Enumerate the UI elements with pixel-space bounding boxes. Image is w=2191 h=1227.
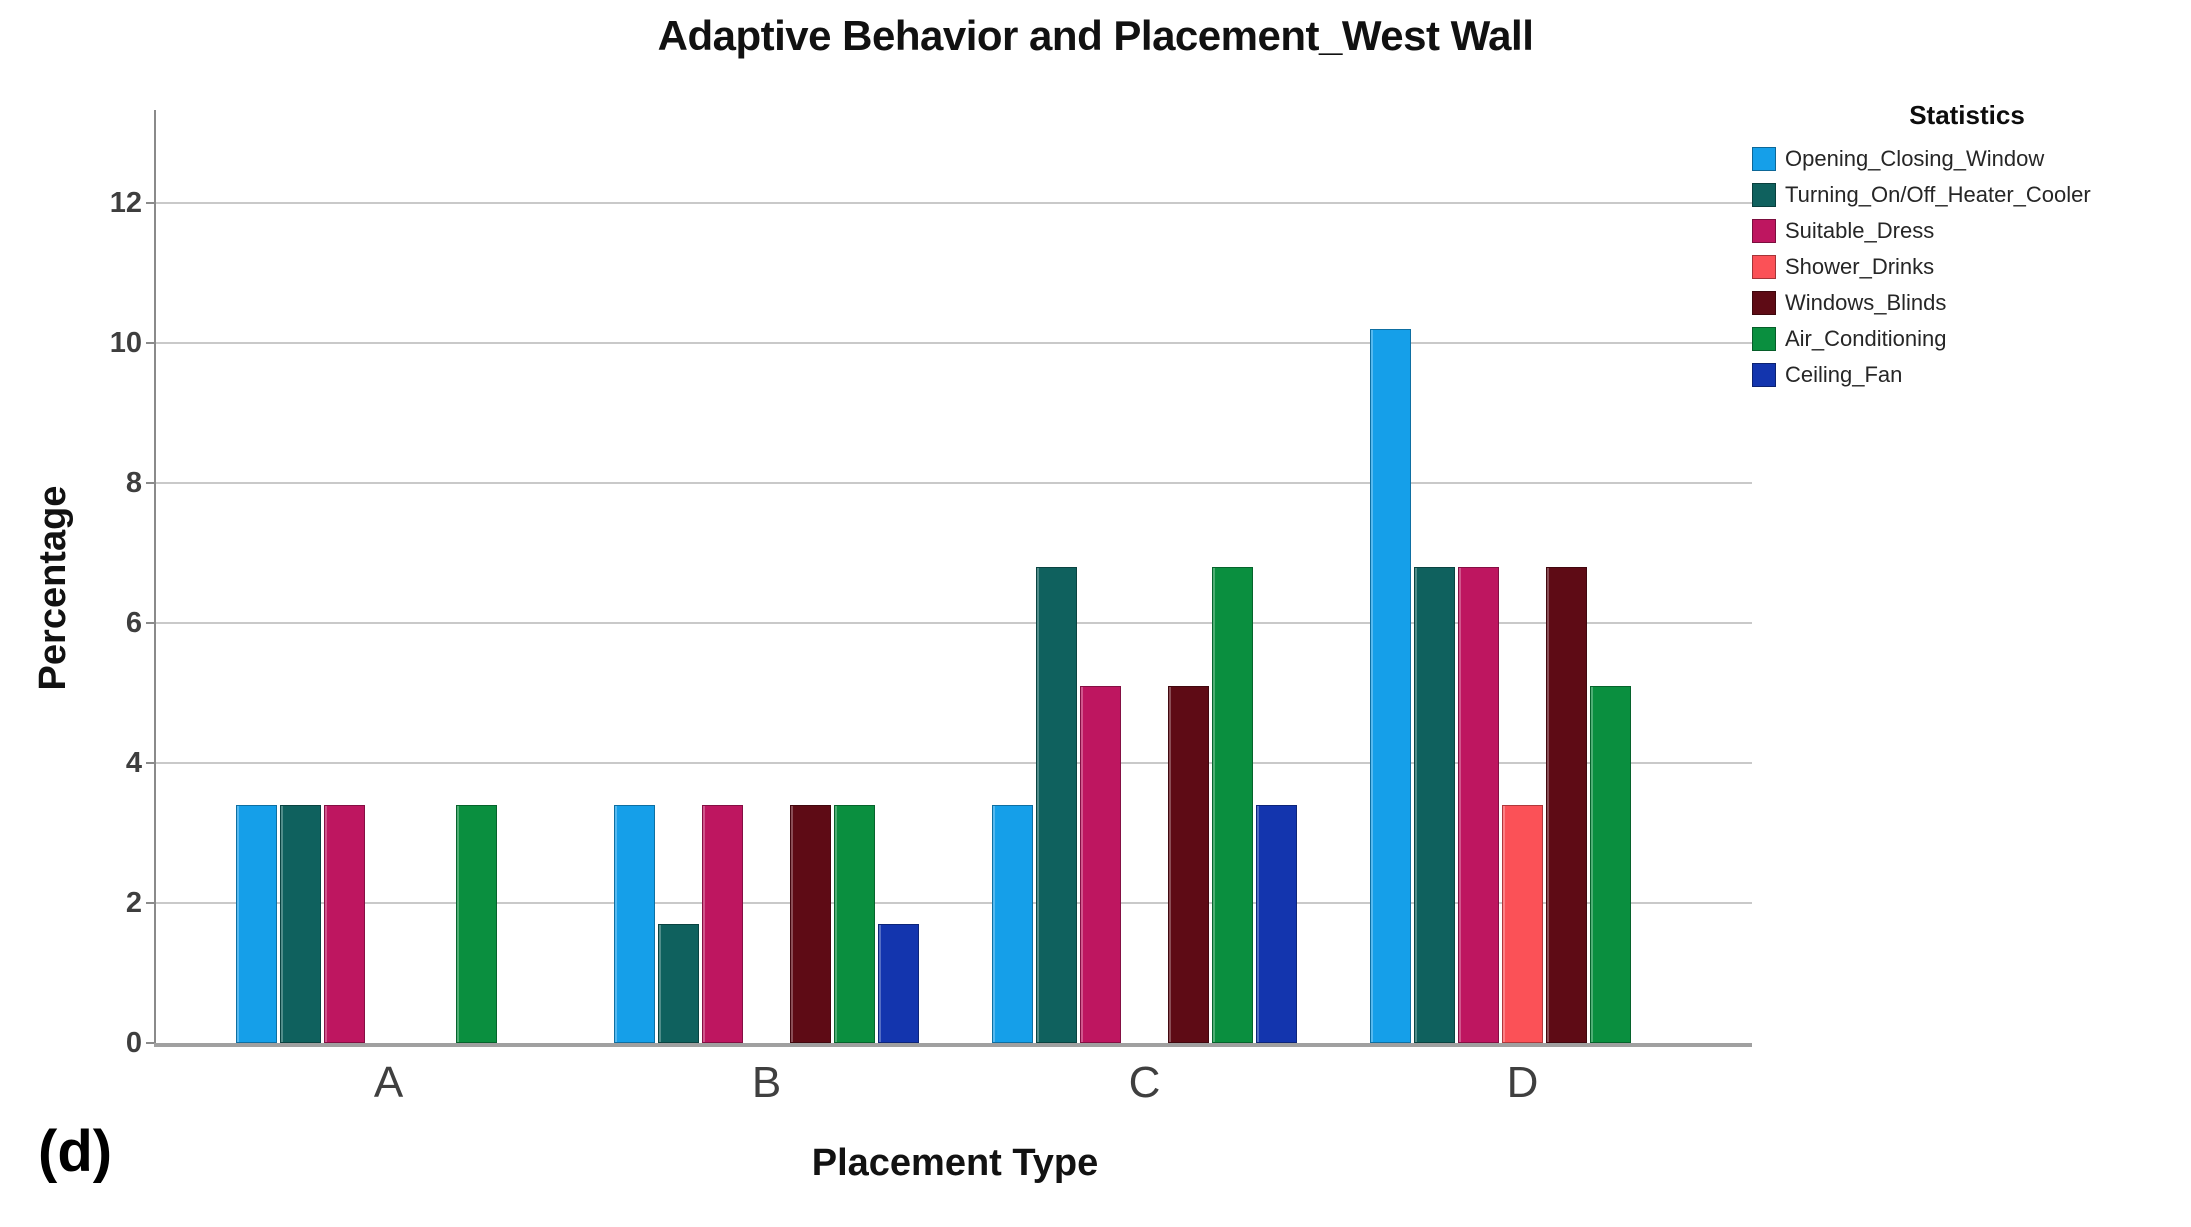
category-label: D (1506, 1058, 1539, 1107)
y-axis-line (154, 110, 156, 1047)
gridline (155, 342, 1752, 344)
y-tick-mark (146, 342, 155, 344)
bar-B-Air_Conditioning (834, 805, 875, 1043)
legend-item: Opening_Closing_Window (1752, 141, 2182, 177)
bar-A-Suitable_Dress (324, 805, 365, 1043)
category-label: B (751, 1058, 782, 1107)
legend-label: Air_Conditioning (1785, 326, 1947, 351)
category-label: C (1128, 1058, 1161, 1107)
bar-C-Opening_Closing_Window (992, 805, 1033, 1043)
gridline (155, 622, 1752, 624)
bar-C-Suitable_Dress (1080, 686, 1121, 1043)
y-tick-label: 2 (125, 887, 142, 919)
gridline (155, 482, 1752, 484)
gridline (155, 902, 1752, 904)
y-tick-mark (146, 762, 155, 764)
y-tick-label: 0 (125, 1027, 142, 1059)
legend-item: Shower_Drinks (1752, 249, 2182, 285)
legend-label: Windows_Blinds (1785, 290, 1947, 315)
category-label: A (373, 1058, 404, 1107)
legend-swatch-icon (1752, 183, 1776, 207)
bar-A-Turning_On/Off_Heater_Cooler (280, 805, 321, 1043)
bar-A-Opening_Closing_Window (236, 805, 277, 1043)
gridline (155, 202, 1752, 204)
bar-C-Windows_Blinds (1168, 686, 1209, 1043)
bar-B-Suitable_Dress (702, 805, 743, 1043)
y-tick-mark (146, 1042, 155, 1044)
bar-B-Turning_On/Off_Heater_Cooler (658, 924, 699, 1043)
gridline (155, 762, 1752, 764)
legend-label: Shower_Drinks (1785, 254, 1935, 279)
legend-item: Air_Conditioning (1752, 321, 2182, 357)
bar-D-Shower_Drinks (1502, 805, 1543, 1043)
bar-D-Suitable_Dress (1458, 567, 1499, 1043)
legend-label: Opening_Closing_Window (1785, 146, 2045, 171)
y-tick-mark (146, 622, 155, 624)
legend-item: Ceiling_Fan (1752, 357, 2182, 393)
x-axis-line (154, 1043, 1752, 1047)
chart-title: Adaptive Behavior and Placement_West Wal… (657, 12, 1534, 59)
legend-items: Opening_Closing_Window Turning_On/Off_Hea… (1752, 141, 2182, 393)
legend-swatch-icon (1752, 147, 1776, 171)
bar-B-Windows_Blinds (790, 805, 831, 1043)
x-axis-title: Placement Type (811, 1142, 1099, 1184)
y-tick-mark (146, 482, 155, 484)
bar-D-Opening_Closing_Window (1370, 329, 1411, 1043)
y-tick-label: 10 (109, 327, 142, 359)
legend-item: Turning_On/Off_Heater_Cooler (1752, 177, 2182, 213)
legend: Statistics Opening_Closing_Window Turning… (1752, 100, 2182, 393)
legend-swatch-icon (1752, 255, 1776, 279)
legend-label: Turning_On/Off_Heater_Cooler (1785, 182, 2091, 207)
y-tick-label: 8 (125, 467, 142, 499)
y-tick-label: 12 (109, 187, 142, 219)
legend-item: Suitable_Dress (1752, 213, 2182, 249)
legend-item: Windows_Blinds (1752, 285, 2182, 321)
y-tick-mark (146, 202, 155, 204)
panel-label: (d) (38, 1119, 113, 1184)
bar-B-Opening_Closing_Window (614, 805, 655, 1043)
y-tick-label: 6 (125, 607, 142, 639)
bar-C-Turning_On/Off_Heater_Cooler (1036, 567, 1077, 1043)
bar-A-Air_Conditioning (456, 805, 497, 1043)
legend-label: Ceiling_Fan (1785, 362, 1903, 387)
bar-C-Air_Conditioning (1212, 567, 1253, 1043)
bar-D-Air_Conditioning (1590, 686, 1631, 1043)
legend-swatch-icon (1752, 219, 1776, 243)
legend-swatch-icon (1752, 327, 1776, 351)
y-tick-label: 4 (125, 747, 142, 779)
bar-C-Ceiling_Fan (1256, 805, 1297, 1043)
y-tick-mark (146, 902, 155, 904)
bar-D-Turning_On/Off_Heater_Cooler (1414, 567, 1455, 1043)
legend-swatch-icon (1752, 363, 1776, 387)
bar-D-Windows_Blinds (1546, 567, 1587, 1043)
legend-title: Statistics (1909, 100, 2025, 130)
legend-swatch-icon (1752, 291, 1776, 315)
legend-label: Suitable_Dress (1785, 218, 1935, 243)
bar-B-Ceiling_Fan (878, 924, 919, 1043)
